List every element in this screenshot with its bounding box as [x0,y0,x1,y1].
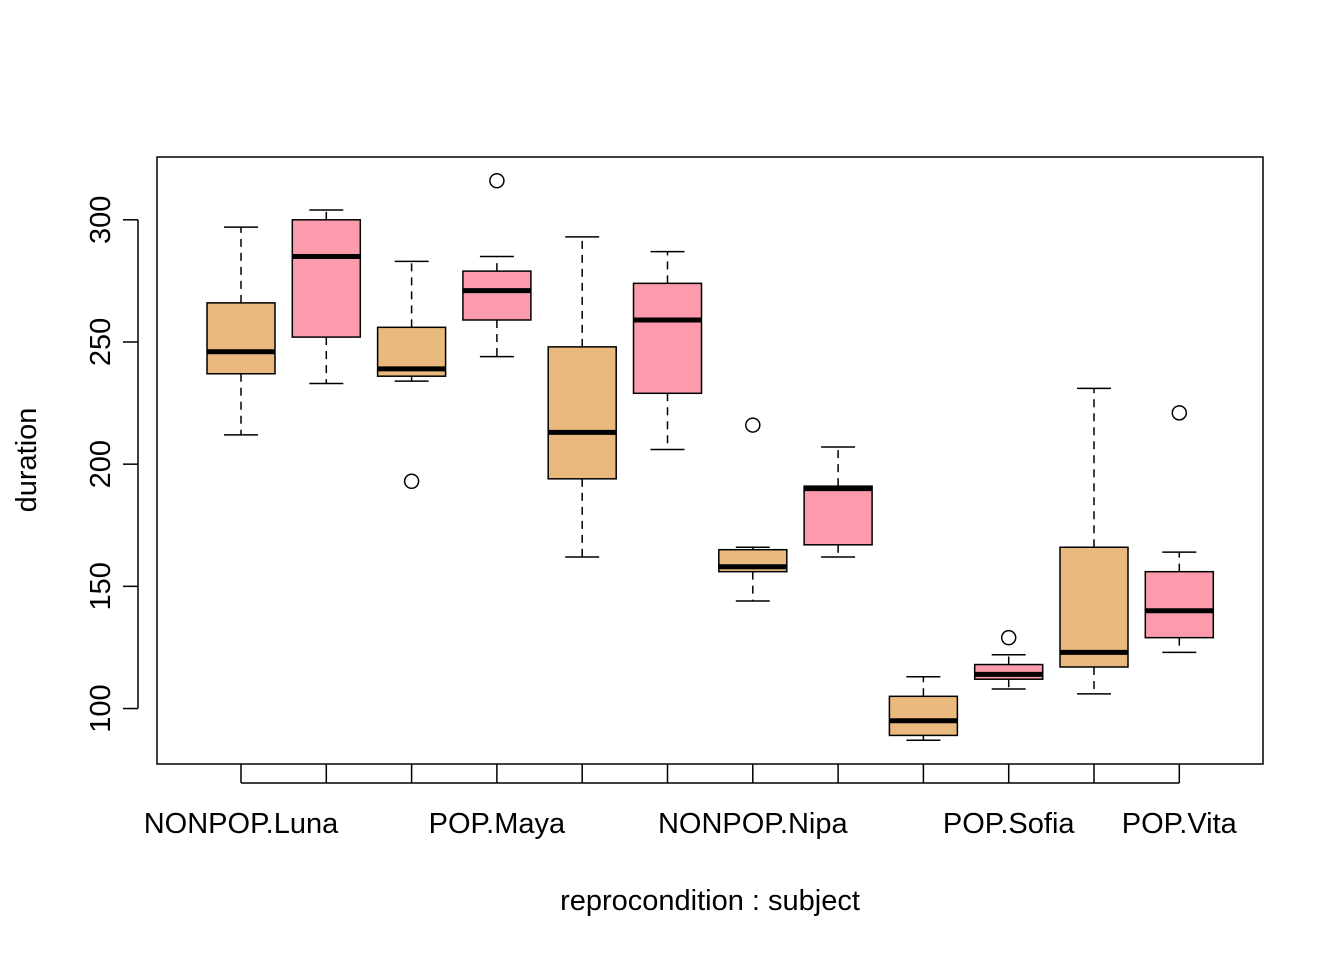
x-tick-label: POP.Sofia [943,808,1076,840]
iqr-box [1059,546,1129,668]
x-tick-label: NONPOP.Nipa [658,808,849,840]
y-tick-label: 200 [85,440,117,488]
outlier-point [403,473,420,490]
iqr-box [462,270,532,321]
outlier-point [1171,405,1188,421]
iqr-box [1144,570,1215,639]
box-5 [547,236,617,558]
box-10 [973,629,1044,690]
y-tick-label: 100 [85,684,117,732]
x-tick-label: POP.Vita [1122,808,1238,840]
outlier-point [489,172,505,189]
y-axis: 100 150 200 250 300 [85,196,139,733]
y-tick-label: 150 [85,562,117,610]
y-axis-label: duration [11,408,43,513]
y-tick-label: 300 [85,196,117,244]
iqr-box [291,219,362,338]
iqr-box [206,302,276,375]
y-tick-label: 250 [85,318,117,366]
iqr-box [632,282,703,395]
x-tick-label: POP.Maya [429,808,566,840]
box-9 [888,676,959,742]
x-axis-label: reprocondition : subject [560,885,860,917]
x-axis: NONPOP.Luna POP.Maya NONPOP.Nipa POP.Sofia P… [144,764,1238,840]
iqr-box [547,346,617,480]
plot-frame [156,156,1264,765]
box-6 [632,250,703,451]
box-11 [1059,387,1129,695]
outlier-point [1000,629,1017,646]
outlier-point [745,417,761,433]
box-4 [462,172,532,358]
box-1 [206,226,276,436]
box-8 [803,446,873,558]
box-2 [291,209,362,385]
iqr-box [888,695,959,737]
iqr-box [803,485,873,546]
boxes-layer [206,172,1215,742]
x-tick-label: NONPOP.Luna [144,808,339,840]
box-3 [376,260,447,490]
box-12 [1144,405,1215,654]
box-7 [718,417,788,602]
